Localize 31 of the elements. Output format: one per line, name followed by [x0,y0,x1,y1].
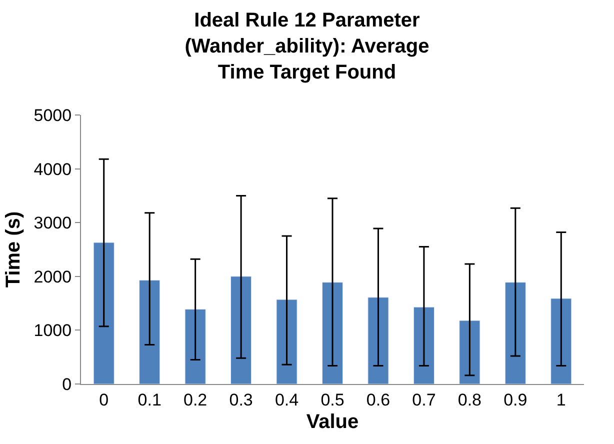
y-tick-label: 0 [62,374,72,394]
bar [93,242,114,384]
bar [139,280,160,384]
y-tick-label: 5000 [34,106,72,125]
x-tick-label: 0.7 [412,390,436,410]
chart-title: Ideal Rule 12 Parameter (Wander_ability): Average Time Target Found [184,10,430,84]
x-axis-title: Value [306,410,359,433]
x-tick-label: 0.4 [274,390,299,410]
bar [459,320,480,384]
x-tick-label: 0 [99,390,109,410]
x-tick-label: 1 [556,390,566,410]
bar [504,282,526,384]
bar [322,282,344,384]
y-tick-label: 4000 [34,160,72,179]
x-tick-label: 0.8 [458,390,482,410]
x-tick-label: 0.5 [320,390,344,410]
x-tick-label: 0.3 [229,390,253,410]
bar [276,299,298,384]
y-axis-title: Time (s) [2,211,24,288]
bar [550,298,572,384]
x-tick-label: 0.9 [504,390,528,410]
x-tick-label: 0.1 [138,390,162,410]
bar [230,276,252,384]
x-tick-label: 0.2 [184,390,208,410]
bar [413,306,434,384]
bar [184,308,206,384]
bar [368,297,389,384]
y-tick-label: 1000 [34,321,72,340]
x-tick-label: 0.6 [366,390,390,410]
y-tick-label: 3000 [34,214,72,233]
y-tick-label: 2000 [34,267,72,286]
